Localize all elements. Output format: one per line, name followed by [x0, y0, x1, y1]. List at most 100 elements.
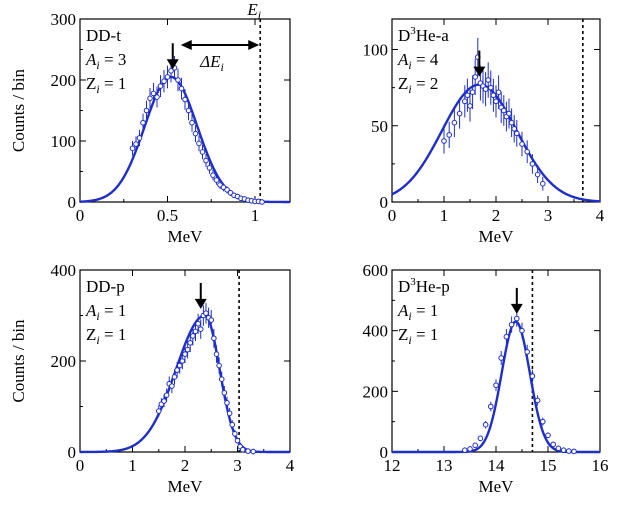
data-marker — [511, 126, 518, 132]
data-marker — [446, 132, 453, 138]
data-point — [147, 87, 153, 109]
y-tick-label: 100 — [51, 132, 77, 151]
data-marker — [169, 383, 175, 389]
data-point — [213, 175, 220, 185]
data-marker — [163, 392, 170, 398]
data-marker — [462, 98, 468, 105]
data-marker — [136, 135, 143, 141]
birth-energy-label: Ei — [246, 0, 261, 22]
reaction-label: DD-t — [86, 26, 121, 45]
y-tick-label: 200 — [51, 352, 77, 371]
data-marker — [140, 119, 146, 126]
data-marker — [150, 90, 157, 97]
data-point — [485, 62, 492, 98]
reaction-label: D3He-a — [398, 25, 449, 45]
data-point — [203, 153, 209, 168]
data-marker — [129, 145, 136, 152]
y-axis-label: Counts / bin — [9, 319, 28, 403]
y-tick-label: 200 — [363, 382, 389, 401]
data-point — [472, 442, 479, 449]
data-point — [571, 448, 577, 455]
y-tick-label: 0 — [380, 443, 389, 462]
data-marker — [161, 78, 167, 85]
data-marker — [234, 437, 241, 444]
data-point — [493, 85, 499, 118]
data-point — [150, 82, 157, 104]
data-marker — [514, 130, 520, 137]
data-point — [259, 199, 265, 205]
data-point — [190, 326, 196, 346]
data-point — [185, 100, 192, 121]
y-tick-label: 400 — [51, 261, 77, 280]
mass-number-label: Ai = 1 — [397, 301, 438, 323]
data-marker — [501, 107, 507, 114]
data-marker — [493, 98, 499, 105]
data-point — [514, 310, 520, 327]
data-point — [192, 125, 199, 143]
x-axis-label: MeV — [479, 477, 515, 496]
data-point — [226, 407, 233, 419]
data-marker — [224, 400, 230, 406]
data-marker — [182, 96, 188, 103]
data-point — [169, 378, 175, 394]
data-marker — [534, 171, 541, 178]
data-point — [482, 72, 489, 107]
data-marker — [161, 398, 167, 404]
data-marker — [157, 83, 164, 89]
data-marker — [540, 180, 546, 187]
data-point — [210, 169, 216, 181]
data-point — [248, 197, 255, 204]
y-tick-label: 0 — [68, 443, 77, 462]
data-marker — [197, 326, 204, 332]
data-marker — [199, 149, 206, 155]
data-marker — [164, 74, 171, 80]
downshift-label: ΔEi — [199, 52, 224, 74]
charge-number-label: Zi = 1 — [398, 325, 438, 347]
x-tick-label: 3 — [233, 456, 242, 475]
data-marker — [147, 95, 153, 102]
data-marker — [250, 448, 257, 455]
mass-number-label: Ai = 1 — [85, 301, 126, 323]
x-tick-label: 12 — [384, 456, 401, 475]
peak-arrow-head — [510, 303, 523, 314]
data-point — [482, 420, 489, 429]
data-point — [140, 113, 146, 132]
data-marker — [174, 367, 180, 373]
data-marker — [514, 315, 520, 322]
data-point — [224, 396, 230, 410]
data-marker — [477, 435, 484, 442]
data-marker — [441, 138, 447, 144]
panel-d3he-a: 0 1 2 3 4 0 50 100 MeV D3He-a Ai = 4Zi = 2 — [363, 18, 605, 246]
data-point — [540, 417, 546, 426]
data-marker — [196, 140, 202, 147]
data-marker — [232, 431, 238, 437]
x-tick-label: 15 — [540, 456, 557, 475]
data-marker — [213, 177, 220, 183]
downshift-arrow-right — [248, 40, 260, 50]
panel-d3he-p: 12 13 14 15 16 0 200 400 600 MeV D3He-p Ai = 1Zi = … — [363, 261, 609, 496]
data-point — [555, 445, 562, 452]
data-marker — [229, 421, 236, 428]
data-marker — [176, 362, 183, 369]
data-marker — [168, 68, 174, 74]
data-point — [488, 70, 494, 105]
data-marker — [226, 410, 233, 417]
data-marker — [211, 335, 217, 342]
x-tick-label: 0 — [76, 206, 85, 225]
peak-arrow-head — [166, 59, 179, 70]
data-marker — [216, 362, 222, 369]
data-marker — [213, 351, 220, 357]
data-marker — [203, 157, 209, 164]
x-tick-label: 1 — [128, 456, 137, 475]
data-point — [534, 166, 541, 183]
x-tick-label: 3 — [544, 206, 553, 225]
data-marker — [469, 89, 476, 95]
data-point — [133, 136, 139, 152]
x-axis-label: MeV — [168, 477, 204, 496]
data-marker — [495, 89, 502, 95]
data-point — [216, 357, 222, 374]
x-tick-label: 0.5 — [157, 206, 178, 225]
data-marker — [189, 119, 195, 126]
data-point — [199, 144, 206, 160]
data-point — [143, 100, 150, 121]
